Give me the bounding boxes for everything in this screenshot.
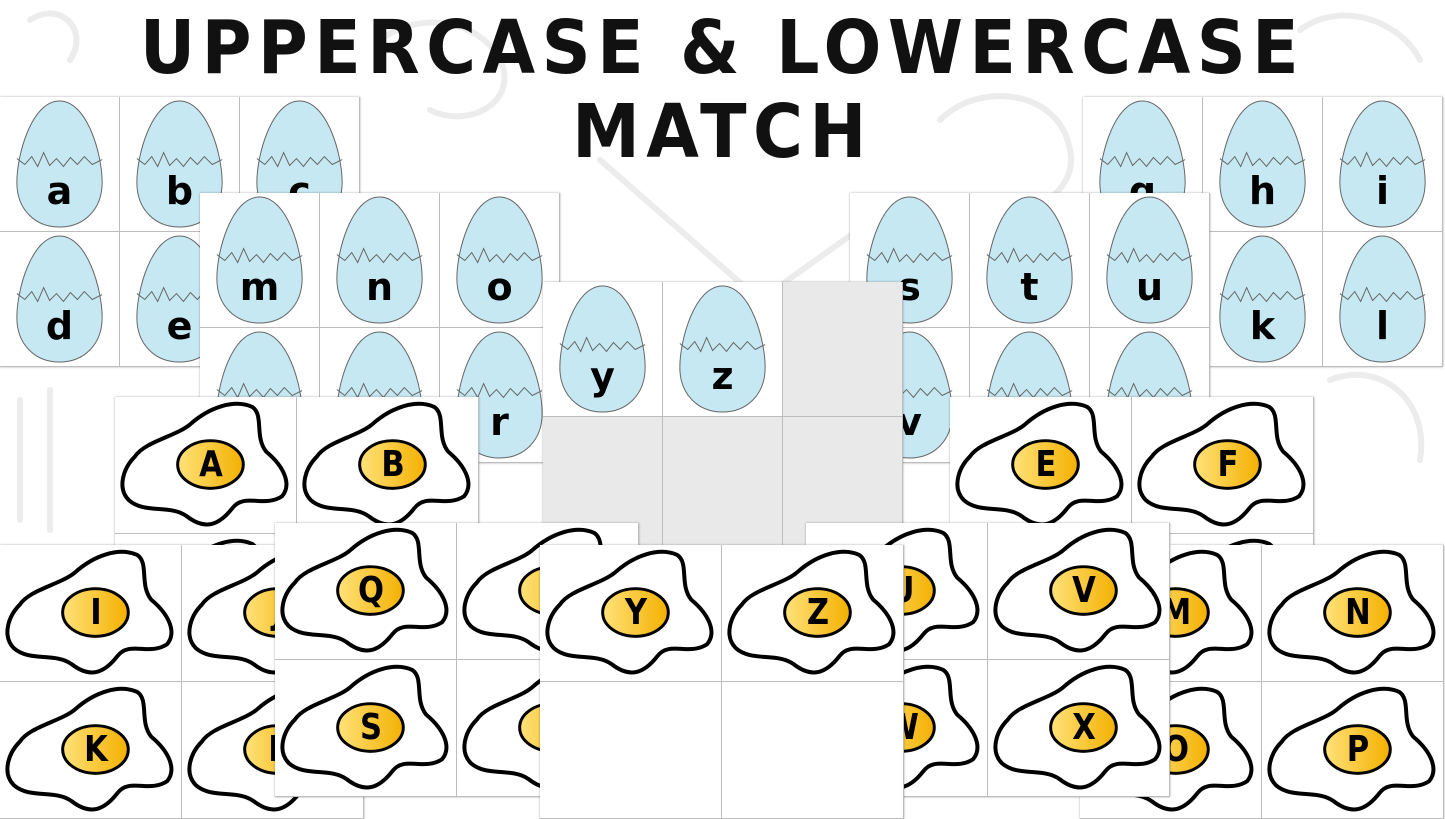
- uppercase-egg-card[interactable]: Y: [540, 545, 722, 682]
- cracked-egg-icon: [1219, 100, 1306, 228]
- card-letter: K: [84, 729, 108, 770]
- card-letter: S: [359, 707, 383, 748]
- card-letter: P: [1346, 729, 1370, 770]
- fried-egg-icon: [280, 664, 449, 790]
- uppercase-egg-card[interactable]: B: [297, 397, 479, 534]
- cracked-egg-icon: [986, 196, 1073, 324]
- card-letter: m: [239, 265, 280, 309]
- card-letter: u: [1135, 265, 1164, 309]
- lowercase-egg-card[interactable]: z: [663, 282, 783, 417]
- lowercase-egg-card[interactable]: h: [1203, 97, 1323, 232]
- uppercase-egg-card[interactable]: E: [950, 397, 1132, 534]
- lowercase-egg-card[interactable]: m: [200, 193, 320, 328]
- fried-egg-icon: [1137, 401, 1306, 527]
- cracked-egg-icon: [16, 100, 103, 228]
- lowercase-egg-card[interactable]: u: [1090, 193, 1210, 328]
- fried-egg-icon: [5, 549, 174, 675]
- uppercase-egg-card[interactable]: A: [115, 397, 297, 534]
- cracked-egg-icon: [679, 285, 766, 413]
- fried-egg-icon: [545, 549, 714, 675]
- uppercase-egg-card[interactable]: F: [1132, 397, 1314, 534]
- uppercase-egg-card[interactable]: K: [0, 682, 182, 819]
- card-letter: y: [590, 354, 615, 398]
- blank-card[interactable]: [783, 282, 903, 417]
- lowercase-egg-card[interactable]: d: [0, 232, 120, 367]
- fried-egg-icon: [727, 549, 896, 675]
- card-letter: r: [490, 400, 509, 444]
- lowercase-egg-card[interactable]: y: [543, 282, 663, 417]
- blank-card[interactable]: [540, 682, 722, 819]
- card-letter: k: [1249, 304, 1276, 348]
- cracked-egg-icon: [216, 196, 303, 324]
- cracked-egg-icon: [1339, 235, 1426, 363]
- lowercase-egg-card[interactable]: a: [0, 97, 120, 232]
- card-letter: s: [898, 265, 921, 309]
- card-letter: d: [45, 304, 74, 348]
- card-letter: t: [1020, 265, 1039, 309]
- fried-egg-icon: [120, 401, 289, 527]
- blank-card[interactable]: [722, 682, 904, 819]
- fried-egg-icon: [993, 527, 1162, 653]
- lowercase-egg-card[interactable]: k: [1203, 232, 1323, 367]
- uppercase-egg-card[interactable]: S: [275, 660, 457, 797]
- card-letter: F: [1217, 444, 1239, 485]
- cracked-egg-icon: [456, 196, 543, 324]
- cracked-egg-icon: [1219, 235, 1306, 363]
- card-letter: l: [1375, 304, 1390, 348]
- lowercase-egg-card[interactable]: i: [1323, 97, 1443, 232]
- page-title-line2: MATCH: [572, 89, 873, 175]
- cracked-egg-icon: [1106, 196, 1193, 324]
- card-letter: o: [486, 265, 513, 309]
- card-letter: i: [1375, 169, 1390, 213]
- fried-egg-icon: [1267, 686, 1436, 812]
- uppercase-egg-card[interactable]: Q: [275, 523, 457, 660]
- uppercase-egg-card[interactable]: I: [0, 545, 182, 682]
- uppercase-egg-card[interactable]: X: [988, 660, 1170, 797]
- fried-egg-icon: [5, 686, 174, 812]
- lowercase-egg-card[interactable]: o: [440, 193, 560, 328]
- card-letter: E: [1035, 444, 1057, 485]
- uppercase-egg-card[interactable]: P: [1262, 682, 1444, 819]
- card-letter: n: [365, 265, 394, 309]
- uppercase-egg-card[interactable]: Z: [722, 545, 904, 682]
- card-letter: V: [1072, 570, 1096, 611]
- uppercase-egg-card[interactable]: N: [1262, 545, 1444, 682]
- fried-egg-icon: [1267, 549, 1436, 675]
- card-letter: B: [381, 444, 405, 485]
- fried-egg-icon: [280, 527, 449, 653]
- card-letter: b: [165, 169, 194, 213]
- cracked-egg-icon: [336, 196, 423, 324]
- card-letter: a: [46, 169, 73, 213]
- card-letter: e: [166, 304, 193, 348]
- uppercase-egg-card[interactable]: V: [988, 523, 1170, 660]
- card-letter: X: [1072, 707, 1096, 748]
- fried-egg-icon: [955, 401, 1124, 527]
- cracked-egg-icon: [16, 235, 103, 363]
- blank-card[interactable]: [663, 417, 783, 552]
- page-title-line1: UPPERCASE & LOWERCASE: [139, 5, 1306, 91]
- card-letter: I: [90, 592, 102, 633]
- card-letter: Y: [624, 592, 648, 633]
- fried-egg-icon: [993, 664, 1162, 790]
- cracked-egg-icon: [559, 285, 646, 413]
- card-letter: Q: [357, 570, 385, 611]
- card-letter: Z: [806, 592, 830, 633]
- fried-egg-icon: [302, 401, 471, 527]
- lowercase-egg-card[interactable]: n: [320, 193, 440, 328]
- cracked-egg-icon: [1339, 100, 1426, 228]
- card-letter: N: [1345, 592, 1371, 633]
- card-letter: z: [711, 354, 734, 398]
- card-letter: A: [199, 444, 223, 485]
- lowercase-egg-card[interactable]: l: [1323, 232, 1443, 367]
- card-letter: h: [1248, 169, 1277, 213]
- lowercase-egg-card[interactable]: t: [970, 193, 1090, 328]
